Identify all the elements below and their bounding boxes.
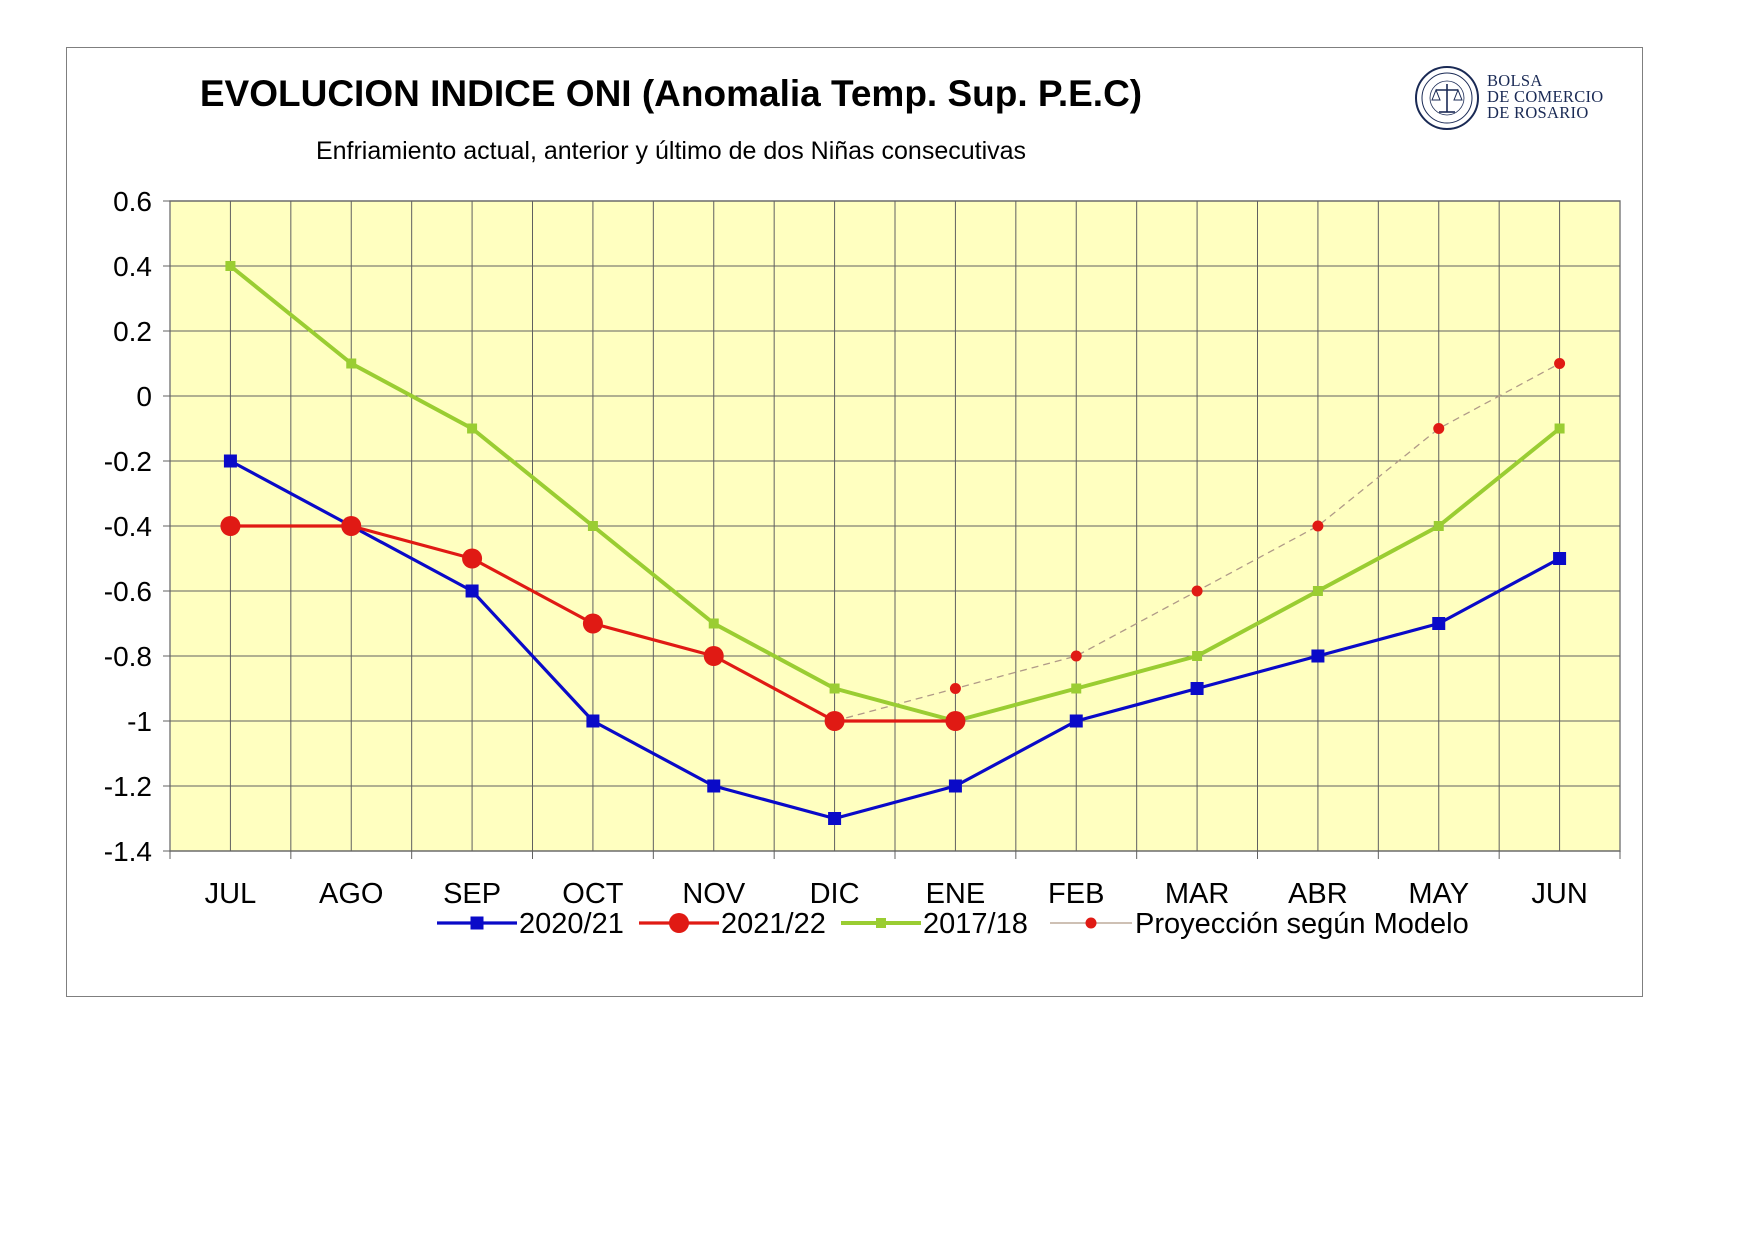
series-2017-18 — [225, 261, 1565, 726]
data-point — [341, 516, 362, 536]
y-tick-label: -1 — [127, 706, 152, 737]
x-tick-label: JUN — [1531, 878, 1587, 910]
data-point — [829, 683, 840, 694]
legend-swatch-marker — [876, 918, 886, 928]
data-point — [220, 516, 241, 536]
series-line — [229, 264, 1561, 723]
legend-label: Proyección según Modelo — [1135, 908, 1469, 940]
data-point — [1554, 423, 1565, 434]
data-point — [948, 779, 962, 793]
data-point — [582, 613, 603, 634]
x-tick-label: AGO — [319, 878, 383, 910]
logo-text-line1: BOLSA — [1487, 71, 1543, 90]
legend: 2020/21 2021/22 2017/18 Proyección según Mo… — [437, 908, 1469, 940]
x-tick-label: JUL — [205, 878, 257, 910]
data-point — [703, 646, 724, 666]
data-point — [225, 261, 236, 271]
x-tick-label: MAY — [1408, 878, 1469, 910]
chart-subtitle: Enfriamiento actual, anterior y último d… — [316, 137, 1026, 165]
y-tick-label: 0.4 — [113, 251, 152, 282]
y-tick-label: 0.6 — [113, 186, 152, 217]
x-tick-label: FEB — [1048, 878, 1104, 910]
data-point — [346, 358, 357, 369]
data-point — [945, 711, 966, 731]
legend-swatch-marker — [669, 913, 689, 933]
x-tick-label: DIC — [810, 878, 860, 910]
plot-area — [169, 200, 1621, 852]
logo-text-line2: DE COMERCIO — [1487, 87, 1604, 106]
chart-frame: EVOLUCION INDICE ONI (Anomalia Temp. Sup… — [66, 47, 1643, 997]
y-tick-label: -1.4 — [104, 836, 152, 867]
series-2021-22 — [220, 516, 966, 731]
data-point — [1312, 520, 1324, 532]
data-point — [1070, 650, 1082, 662]
data-point — [1191, 585, 1203, 597]
data-point — [1069, 714, 1083, 728]
data-point — [824, 711, 845, 731]
data-point — [1071, 683, 1082, 694]
legend-label: 2020/21 — [519, 908, 624, 940]
logo-seal-icon — [1415, 66, 1479, 130]
y-tick-label: -0.6 — [104, 576, 152, 607]
legend-swatch-marker — [1085, 917, 1097, 929]
y-axis: 0.6 0.4 0.2 0 -0.2 -0.4 -0.6 -0.8 -1 -1.2 -1.4 — [104, 186, 170, 867]
y-tick-label: -1.2 — [104, 771, 152, 802]
series-2020-21 — [223, 454, 1567, 825]
data-point — [1433, 521, 1444, 531]
x-tick-label: ENE — [926, 878, 986, 910]
y-tick-label: 0.2 — [113, 316, 152, 347]
y-tick-label: 0 — [136, 381, 152, 412]
data-point — [708, 618, 719, 629]
x-tick-label: ABR — [1288, 878, 1348, 910]
data-point — [828, 812, 842, 825]
data-point — [462, 548, 483, 569]
x-axis: JUL AGO SEP OCT NOV DIC ENE FEB MAR ABR MAY JUN — [169, 851, 1621, 910]
y-tick-label: -0.2 — [104, 446, 152, 477]
data-point — [586, 714, 600, 728]
chart-title: EVOLUCION INDICE ONI (Anomalia Temp. Sup… — [200, 73, 1142, 114]
data-point — [1311, 649, 1325, 663]
legend-item: 2020/21 — [437, 908, 624, 940]
x-tick-label: SEP — [443, 878, 501, 910]
data-point — [707, 779, 721, 793]
legend-item: Proyección según Modelo — [1050, 908, 1469, 940]
y-tick-label: -0.4 — [104, 511, 152, 542]
series-layer — [220, 261, 1567, 825]
data-point — [1312, 586, 1323, 596]
data-point — [587, 521, 598, 531]
data-point — [465, 584, 479, 598]
legend-label: 2021/22 — [721, 908, 826, 940]
oni-line-chart: EVOLUCION INDICE ONI (Anomalia Temp. Sup… — [104, 66, 1621, 940]
data-point — [467, 423, 478, 434]
legend-label: 2017/18 — [923, 908, 1028, 940]
x-tick-label: NOV — [682, 878, 746, 910]
legend-item: 2021/22 — [639, 908, 826, 940]
x-tick-label: MAR — [1165, 878, 1229, 910]
legend-swatch-marker — [470, 916, 484, 930]
x-tick-label: OCT — [562, 878, 624, 910]
bolsa-comercio-rosario-logo: BOLSA DE COMERCIO DE ROSARIO — [1415, 66, 1604, 130]
data-point — [1433, 423, 1445, 434]
data-point — [949, 683, 961, 694]
data-point — [1432, 617, 1446, 630]
data-point — [1554, 358, 1566, 369]
data-point — [1192, 651, 1203, 661]
series-proyecci-n-seg-n-modelo — [834, 358, 1566, 722]
series-line — [229, 459, 1561, 821]
logo-text-line3: DE ROSARIO — [1487, 103, 1589, 122]
y-tick-label: -0.8 — [104, 641, 152, 672]
data-point — [1553, 552, 1567, 565]
data-point — [1190, 682, 1204, 695]
data-point — [223, 454, 237, 468]
legend-item: 2017/18 — [841, 908, 1028, 940]
